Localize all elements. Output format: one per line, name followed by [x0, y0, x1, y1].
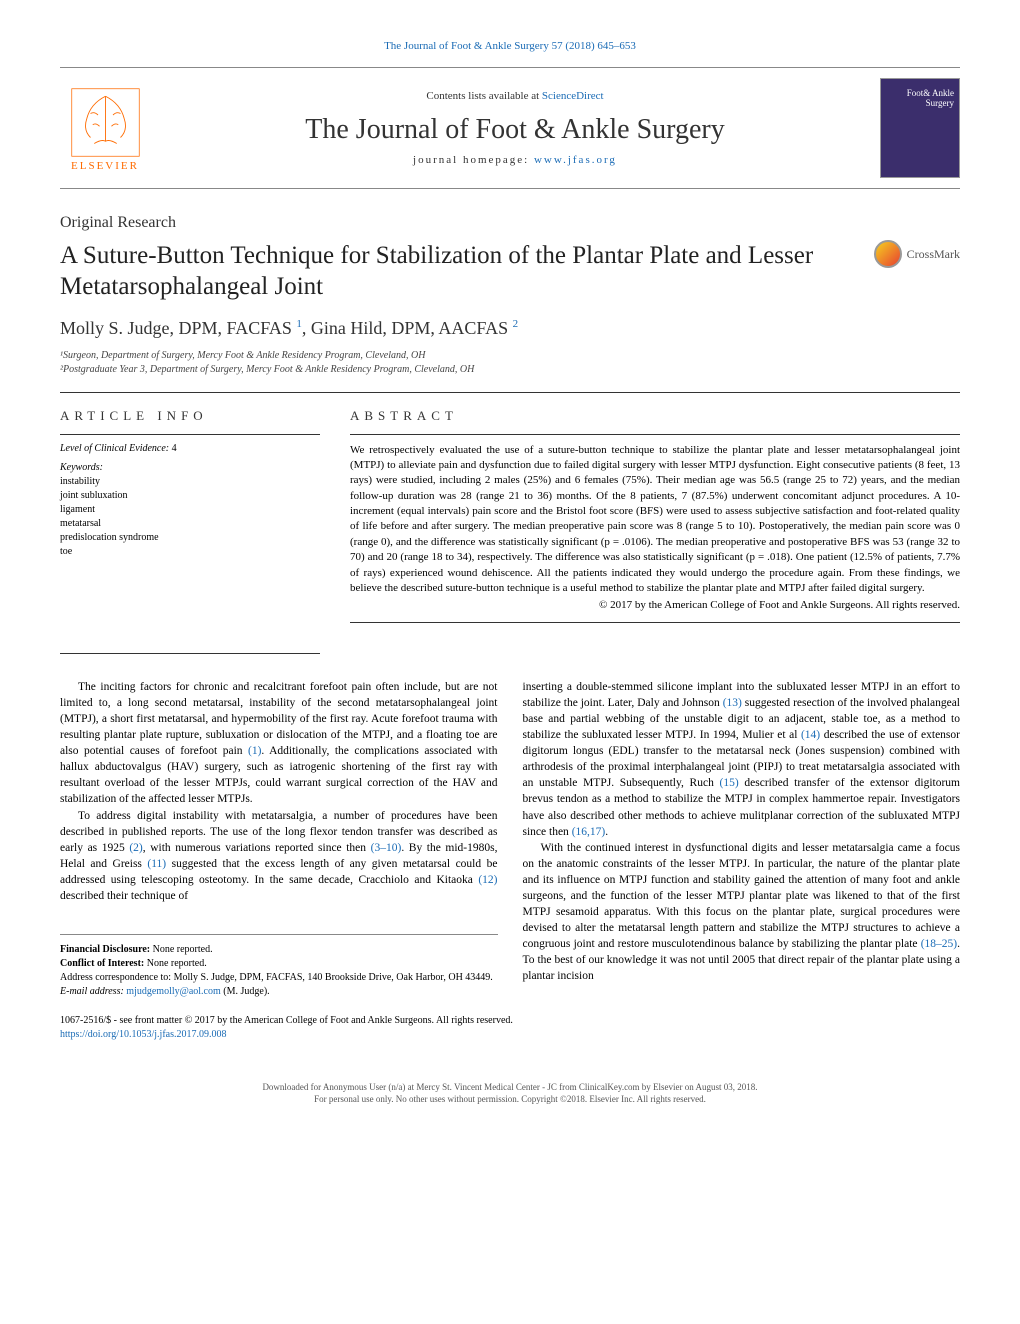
- keyword: metatarsal: [60, 517, 320, 531]
- keyword: ligament: [60, 503, 320, 517]
- header-citation: The Journal of Foot & Ankle Surgery 57 (…: [60, 40, 960, 52]
- contents-available: Contents lists available at ScienceDirec…: [150, 90, 880, 102]
- financial-label: Financial Disclosure:: [60, 944, 150, 955]
- evidence-level: Level of Clinical Evidence: 4: [60, 443, 320, 454]
- keyword: toe: [60, 545, 320, 559]
- article-info-header: ARTICLE INFO: [60, 408, 320, 424]
- elsevier-tree-icon: [68, 85, 143, 160]
- homepage-link[interactable]: www.jfas.org: [534, 154, 617, 166]
- homepage-prefix: journal homepage:: [413, 154, 534, 166]
- correspondence: Address correspondence to: Molly S. Judg…: [60, 971, 498, 985]
- column-right: inserting a double-stemmed silicone impl…: [523, 679, 961, 999]
- abstract-text: We retrospectively evaluated the use of …: [350, 434, 960, 623]
- crossmark-icon: [874, 240, 902, 268]
- body-paragraph: To address digital instability with meta…: [60, 808, 498, 905]
- publisher-name: ELSEVIER: [71, 160, 139, 172]
- article-type: Original Research: [60, 214, 960, 232]
- download-line-2: For personal use only. No other uses wit…: [60, 1094, 960, 1106]
- evidence-label: Level of Clinical Evidence:: [60, 443, 169, 454]
- ref-link[interactable]: (1): [248, 745, 261, 757]
- contents-prefix: Contents lists available at: [426, 90, 541, 102]
- ref-link[interactable]: (14): [801, 729, 820, 741]
- download-notice: Downloaded for Anonymous User (n/a) at M…: [60, 1082, 960, 1105]
- affiliation-1: ¹Surgeon, Department of Surgery, Mercy F…: [60, 349, 960, 363]
- keyword: predislocation syndrome: [60, 531, 320, 545]
- journal-center: Contents lists available at ScienceDirec…: [150, 90, 880, 166]
- crossmark-badge[interactable]: CrossMark: [874, 240, 960, 268]
- sciencedirect-link[interactable]: ScienceDirect: [542, 90, 604, 102]
- body-paragraph: inserting a double-stemmed silicone impl…: [523, 679, 961, 840]
- column-left: The inciting factors for chronic and rec…: [60, 679, 498, 999]
- keywords-list: instability joint subluxation ligament m…: [60, 475, 320, 559]
- financial-value: None reported.: [153, 944, 213, 955]
- ref-link[interactable]: (18–25): [921, 938, 957, 950]
- doi-link[interactable]: https://doi.org/10.1053/j.jfas.2017.09.0…: [60, 1029, 226, 1040]
- evidence-value: 4: [172, 443, 177, 454]
- affiliations: ¹Surgeon, Department of Surgery, Mercy F…: [60, 349, 960, 377]
- info-abstract-container: ARTICLE INFO Level of Clinical Evidence:…: [60, 392, 960, 623]
- article-info: ARTICLE INFO Level of Clinical Evidence:…: [60, 393, 320, 623]
- ref-link[interactable]: (15): [720, 777, 739, 789]
- keyword: joint subluxation: [60, 489, 320, 503]
- elsevier-logo: ELSEVIER: [60, 78, 150, 178]
- abstract-header: ABSTRACT: [350, 408, 960, 424]
- copyright-footer: 1067-2516/$ - see front matter © 2017 by…: [60, 1014, 960, 1042]
- email-link[interactable]: mjudgemolly@aol.com: [126, 986, 220, 997]
- cover-title: Foot& Ankle Surgery: [881, 89, 954, 109]
- abstract: ABSTRACT We retrospectively evaluated th…: [350, 393, 960, 623]
- authors: Molly S. Judge, DPM, FACFAS 1, Gina Hild…: [60, 318, 960, 339]
- ref-link[interactable]: (13): [723, 697, 742, 709]
- download-line-1: Downloaded for Anonymous User (n/a) at M…: [60, 1082, 960, 1094]
- ref-link[interactable]: (16,17): [572, 826, 606, 838]
- crossmark-label: CrossMark: [907, 247, 960, 262]
- conflict-value: None reported.: [147, 958, 207, 969]
- body-paragraph: With the continued interest in dysfuncti…: [523, 840, 961, 985]
- keyword: instability: [60, 475, 320, 489]
- ref-link[interactable]: (12): [478, 874, 497, 886]
- body-paragraph: The inciting factors for chronic and rec…: [60, 679, 498, 808]
- abstract-body: We retrospectively evaluated the use of …: [350, 444, 960, 595]
- ref-link[interactable]: (3–10): [371, 842, 402, 854]
- keywords-label: Keywords:: [60, 462, 320, 473]
- journal-header: ELSEVIER Contents lists available at Sci…: [60, 67, 960, 189]
- affiliation-2: ²Postgraduate Year 3, Department of Surg…: [60, 363, 960, 377]
- title-row: A Suture-Button Technique for Stabilizat…: [60, 240, 960, 303]
- email-suffix: (M. Judge).: [223, 986, 269, 997]
- footer-disclosure: Financial Disclosure: None reported. Con…: [60, 934, 498, 999]
- abstract-copyright: © 2017 by the American College of Foot a…: [350, 598, 960, 613]
- body-text: The inciting factors for chronic and rec…: [60, 679, 960, 999]
- ref-link[interactable]: (2): [129, 842, 142, 854]
- article-title: A Suture-Button Technique for Stabilizat…: [60, 240, 854, 303]
- ref-link[interactable]: (11): [147, 858, 166, 870]
- copyright-line: 1067-2516/$ - see front matter © 2017 by…: [60, 1014, 960, 1028]
- journal-cover-thumbnail: Foot& Ankle Surgery: [880, 78, 960, 178]
- email-label: E-mail address:: [60, 986, 124, 997]
- conflict-label: Conflict of Interest:: [60, 958, 144, 969]
- journal-homepage: journal homepage: www.jfas.org: [150, 154, 880, 166]
- journal-title: The Journal of Foot & Ankle Surgery: [150, 114, 880, 146]
